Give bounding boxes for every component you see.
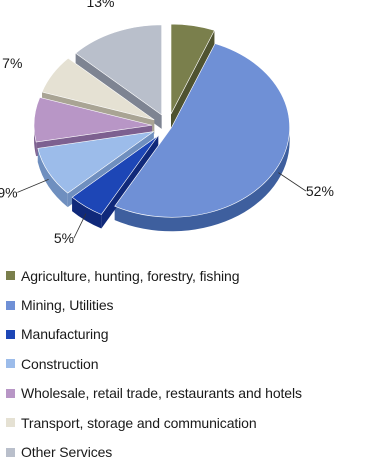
legend-item-mining-utilities: Mining, Utilities: [6, 290, 368, 319]
legend-item-wholesale-retail-trade-restaurants-and-hotels: Wholesale, retail trade, restaurants and…: [6, 379, 368, 408]
legend-swatch: [6, 388, 15, 398]
legend-item-construction: Construction: [6, 349, 368, 378]
legend-swatch: [6, 447, 15, 457]
pie-slice-tops: [33, 23, 290, 218]
label-leader-lines: [17, 172, 307, 239]
leader-line-manufacturing: [73, 213, 87, 239]
legend-swatch: [6, 329, 15, 339]
legend-swatch: [6, 359, 15, 369]
legend-label: Construction: [21, 355, 99, 372]
pie-slice-construction: [37, 131, 154, 194]
value-label-other-services: 13%: [86, 0, 114, 10]
pie-outer-wall-mining-utilities-0: [114, 127, 290, 232]
chart-legend: Agriculture, hunting, forestry, fishing M…: [6, 261, 368, 467]
pie-side-face-agriculture-hunting-forestry-fishing-1: [170, 30, 215, 129]
legend-item-transport-storage-and-communication: Transport, storage and communication: [6, 408, 368, 437]
pie-slice-wholesale-retail-trade-restaurants-and-hotels: [33, 97, 153, 143]
legend-swatch: [6, 300, 15, 310]
legend-item-manufacturing: Manufacturing: [6, 320, 368, 349]
leader-line-construction: [17, 179, 49, 193]
value-label-manufacturing: 5%: [54, 230, 74, 246]
pie-slice-manufacturing: [71, 135, 159, 215]
pie-outer-wall-construction-0: [37, 148, 68, 208]
pie-outer-wall-manufacturing-0: [72, 197, 102, 229]
value-labels: 6%52%5%9%8%7%13%: [0, 0, 334, 246]
legend-swatch: [6, 418, 15, 428]
legend-label: Other Services: [21, 444, 113, 461]
legend-label: Agriculture, hunting, forestry, fishing: [21, 267, 240, 284]
legend-item-other-services: Other Services: [6, 437, 368, 466]
pie-slice-agriculture-hunting-forestry-fishing: [170, 23, 215, 115]
pie-slice-mining-utilities: [114, 43, 290, 218]
pie-outer-wall-wholesale-retail-trade-restaurants-and-hotels-0: [34, 125, 37, 157]
leader-line-mining-utilities: [278, 172, 307, 192]
legend-item-agriculture-hunting-forestry-fishing: Agriculture, hunting, forestry, fishing: [6, 261, 368, 290]
legend-label: Manufacturing: [21, 326, 109, 343]
legend-swatch: [6, 271, 15, 281]
value-label-transport-storage-and-communication: 7%: [2, 55, 22, 71]
value-label-mining-utilities: 52%: [306, 183, 334, 199]
pie-slice-transport-storage-and-communication: [41, 57, 155, 121]
value-label-construction: 9%: [0, 184, 18, 200]
legend-label: Wholesale, retail trade, restaurants and…: [21, 385, 302, 402]
legend-label: Mining, Utilities: [21, 297, 114, 314]
legend-label: Transport, storage and communication: [21, 414, 257, 431]
pie-slice-other-services: [75, 24, 162, 116]
pie-chart: 6%52%5%9%8%7%13%: [0, 0, 334, 246]
